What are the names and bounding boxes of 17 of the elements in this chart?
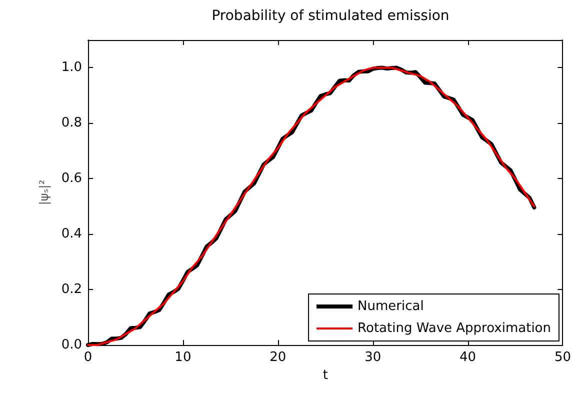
legend-label: Rotating Wave Approximation — [358, 321, 552, 336]
y-tick-label: 0.4 — [61, 226, 82, 242]
y-tick-label: 0.8 — [61, 116, 82, 131]
y-tick-label: 0.6 — [61, 171, 82, 186]
y-tick-label: 0.2 — [61, 282, 82, 298]
x-tick-label: 30 — [364, 350, 382, 365]
legend-label: Numerical — [358, 299, 424, 314]
x-axis-title: t — [322, 368, 328, 383]
y-axis-title: |ψₛ|² — [37, 180, 51, 206]
y-tick-label: 0.0 — [61, 338, 82, 352]
x-tick-label: 10 — [174, 350, 192, 365]
y-tick-label: 1.0 — [61, 60, 82, 76]
chart-title: Probability of stimulated emission — [212, 8, 450, 24]
x-tick-label: 0 — [84, 350, 92, 365]
x-tick-label: 50 — [554, 350, 571, 365]
x-tick-label: 20 — [270, 350, 286, 365]
x-tick-label: 40 — [460, 350, 476, 365]
